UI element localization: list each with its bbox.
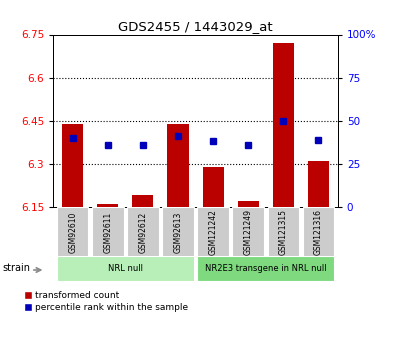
Bar — [273, 43, 294, 207]
Text: NRL null: NRL null — [108, 264, 143, 273]
Text: GSM121242: GSM121242 — [209, 209, 218, 255]
Title: GDS2455 / 1443029_at: GDS2455 / 1443029_at — [118, 20, 273, 33]
Text: strain: strain — [3, 263, 31, 273]
Text: GSM121315: GSM121315 — [279, 209, 288, 255]
Text: GSM92613: GSM92613 — [173, 211, 182, 253]
Bar — [203, 167, 224, 207]
Text: GSM121316: GSM121316 — [314, 209, 323, 255]
Bar — [57, 256, 194, 281]
Bar — [92, 207, 124, 257]
Bar — [57, 207, 88, 257]
Text: GSM121249: GSM121249 — [244, 209, 253, 255]
Bar — [303, 207, 334, 257]
Text: NR2E3 transgene in NRL null: NR2E3 transgene in NRL null — [205, 264, 327, 273]
Bar — [97, 204, 118, 207]
Bar — [308, 161, 329, 207]
Bar — [132, 196, 153, 207]
Text: GSM92611: GSM92611 — [103, 211, 112, 253]
Bar — [197, 256, 334, 281]
Bar — [162, 207, 194, 257]
Bar — [238, 201, 259, 207]
Text: GSM92612: GSM92612 — [138, 211, 147, 253]
Bar — [197, 207, 229, 257]
Legend: transformed count, percentile rank within the sample: transformed count, percentile rank withi… — [24, 291, 188, 312]
Bar — [267, 207, 299, 257]
Bar — [62, 124, 83, 207]
Bar — [232, 207, 264, 257]
Bar — [127, 207, 159, 257]
Bar — [167, 124, 188, 207]
Text: GSM92610: GSM92610 — [68, 211, 77, 253]
